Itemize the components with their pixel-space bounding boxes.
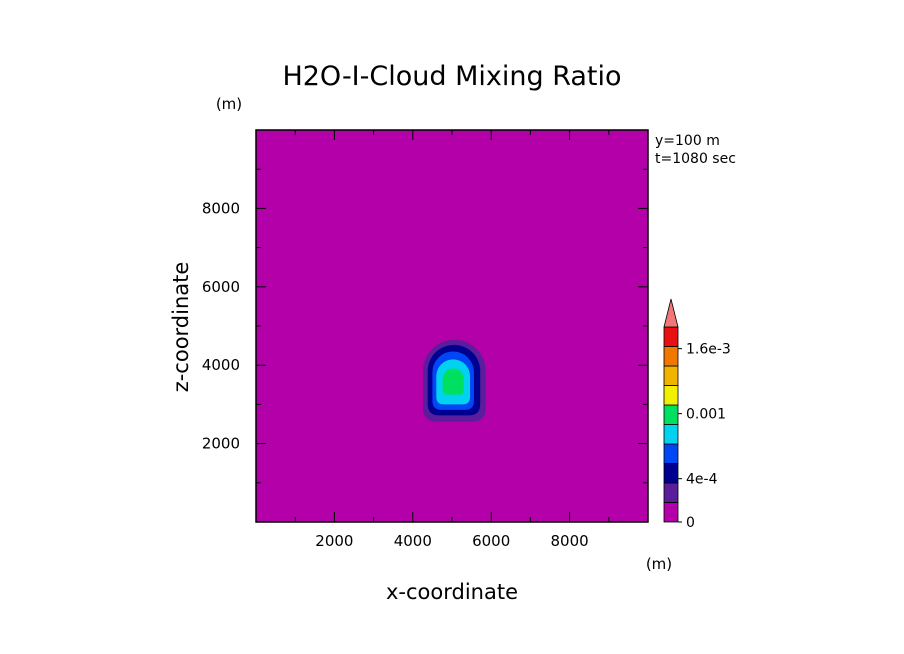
y-axis-unit: (m): [216, 95, 242, 113]
x-tick-label: 6000: [472, 532, 510, 550]
x-tick-label: 2000: [315, 532, 353, 550]
colorbar-bin: [663, 385, 679, 406]
y-axis-ticks: 2000 4000 6000 8000: [202, 168, 648, 484]
colorbar-bin: [663, 502, 679, 523]
colorbar-bin: [663, 346, 679, 367]
colorbar-tick-label: 4e-4: [686, 472, 718, 488]
colorbar-tick-label: 0.001: [686, 407, 726, 423]
y-tick-label: 2000: [202, 435, 240, 453]
colorbar-bin: [663, 482, 679, 503]
plot-area: [255, 129, 649, 523]
y-tick-label: 8000: [202, 199, 240, 217]
field-background: [256, 130, 648, 522]
colorbar-bin: [663, 443, 679, 464]
x-axis-ticks: 2000 4000 6000 8000: [294, 130, 610, 550]
x-axis-unit: (m): [646, 555, 672, 573]
annotation-y-position: y=100 m: [655, 133, 720, 149]
y-axis-label: z-coordinate: [169, 262, 193, 393]
colorbar-bin: [663, 404, 679, 425]
x-tick-label: 8000: [551, 532, 589, 550]
colorbar-bin: [663, 424, 679, 445]
colorbar: 0 4e-4 0.001 1.6e-3: [663, 298, 731, 531]
x-tick-label: 4000: [394, 532, 432, 550]
colorbar-tick-label: 1.6e-3: [686, 342, 731, 358]
colorbar-bin: [663, 365, 679, 386]
y-tick-label: 6000: [202, 278, 240, 296]
colorbar-tick-label: 0: [686, 515, 695, 531]
x-axis-label: x-coordinate: [386, 580, 518, 604]
colorbar-over-arrow: [663, 298, 679, 328]
y-tick-label: 4000: [202, 356, 240, 374]
annotation-time: t=1080 sec: [655, 151, 736, 167]
chart-title: H2O-I-Cloud Mixing Ratio: [282, 61, 621, 92]
contour-level-5: [442, 368, 464, 395]
colorbar-bin: [663, 326, 679, 347]
colorbar-bin: [663, 463, 679, 484]
